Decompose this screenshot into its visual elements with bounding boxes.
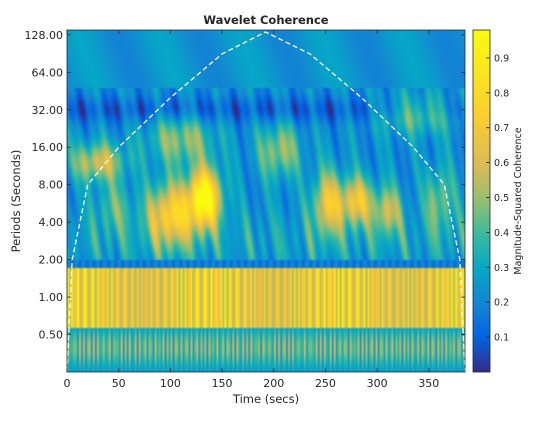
colorbar-tick-label: 0.6 bbox=[494, 158, 509, 169]
colorbar-label: Magnitude-Squared Coherence bbox=[513, 127, 524, 274]
x-tick-label: 300 bbox=[367, 377, 388, 390]
y-axis-ticks: 0.50 1.00 2.00 4.00 8.00 16.00 32.00 64.00 128.0… bbox=[25, 29, 465, 342]
colorbar bbox=[472, 29, 491, 373]
colorbar-tick-label: 0.9 bbox=[494, 53, 509, 64]
y-tick-label: 32.00 bbox=[32, 104, 64, 117]
y-axis-label: Periods (Seconds) bbox=[9, 150, 23, 253]
coherence-heatmap bbox=[67, 30, 465, 372]
x-tick-label: 250 bbox=[315, 377, 336, 390]
colorbar-tick-label: 0.2 bbox=[494, 298, 509, 309]
x-tick-label: 100 bbox=[160, 377, 181, 390]
y-tick-label: 16.00 bbox=[32, 141, 64, 154]
y-tick-label: 8.00 bbox=[39, 179, 64, 192]
colorbar-tick-label: 0.7 bbox=[494, 123, 509, 134]
x-tick-label: 50 bbox=[112, 377, 126, 390]
x-axis-label: Time (secs) bbox=[232, 392, 299, 406]
y-tick-label: 4.00 bbox=[39, 216, 64, 229]
y-tick-label: 64.00 bbox=[32, 66, 64, 79]
colorbar-tick-label: 0.4 bbox=[494, 228, 509, 239]
colorbar-tick-label: 0.5 bbox=[494, 193, 509, 204]
plot-frame bbox=[66, 29, 466, 373]
chart-title: Wavelet Coherence bbox=[203, 13, 328, 27]
colorbar-tick-label: 0.1 bbox=[494, 333, 509, 344]
x-tick-label: 0 bbox=[64, 377, 71, 390]
cone-of-influence bbox=[67, 31, 465, 372]
x-axis-ticks: 0 50 100 150 200 250 300 350 bbox=[64, 30, 439, 390]
colorbar-tick-label: 0.8 bbox=[494, 88, 509, 99]
colorbar-tick-label: 0.3 bbox=[494, 263, 509, 274]
colorbar-ticks: 0.1 0.2 0.3 0.4 0.5 0.6 0.7 0.8 0.9 bbox=[486, 53, 509, 344]
x-tick-label: 150 bbox=[212, 377, 233, 390]
y-tick-label: 1.00 bbox=[39, 291, 64, 304]
y-tick-label: 128.00 bbox=[25, 29, 64, 42]
x-tick-label: 200 bbox=[263, 377, 284, 390]
y-tick-label: 0.50 bbox=[39, 329, 64, 342]
y-tick-label: 2.00 bbox=[39, 254, 64, 267]
x-tick-label: 350 bbox=[418, 377, 439, 390]
